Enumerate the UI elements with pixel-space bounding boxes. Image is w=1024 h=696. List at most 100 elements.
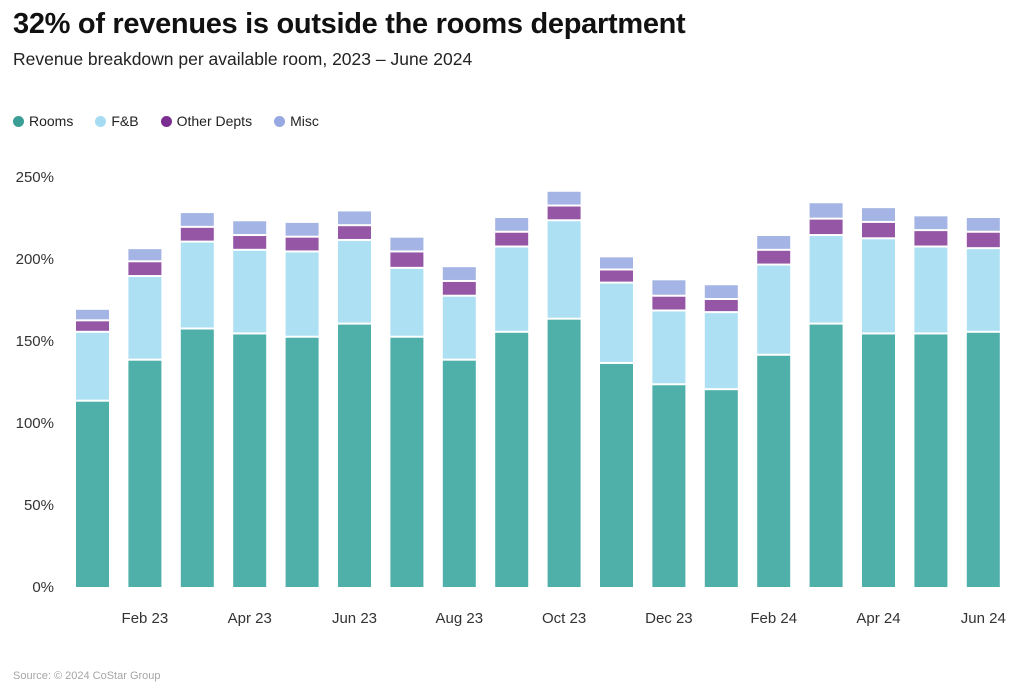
bar-segment-f-b: [966, 249, 1000, 331]
legend-item-other-depts: Other Depts: [160, 113, 252, 129]
bar-segment-other-depts: [285, 237, 319, 251]
bar-segment-misc: [547, 191, 581, 205]
bar-segment-misc: [76, 309, 109, 320]
bar-segment-other-depts: [862, 222, 895, 238]
bar-segment-rooms: [652, 385, 686, 587]
y-tick-label: 250%: [16, 169, 54, 186]
bar-segment-rooms: [495, 332, 529, 587]
bar-segment-misc: [233, 221, 267, 235]
bar-segment-other-depts: [233, 236, 267, 249]
bar-segment-f-b: [390, 268, 424, 336]
legend-item-rooms: Rooms: [13, 113, 73, 129]
bar-segment-rooms: [390, 337, 424, 587]
y-tick-label: 100%: [16, 415, 54, 432]
bars: [76, 191, 1000, 587]
bar-segment-other-depts: [390, 252, 424, 267]
bar-segment-rooms: [547, 319, 581, 587]
bar-segment-other-depts: [757, 250, 791, 264]
bar-segment-f-b: [233, 250, 267, 333]
bar-segment-other-depts: [704, 300, 738, 312]
y-tick-label: 200%: [16, 251, 54, 268]
bar-segment-f-b: [76, 332, 109, 400]
bar-segment-other-depts: [76, 321, 109, 331]
x-tick-label: Dec 23: [645, 610, 693, 627]
bar-segment-f-b: [600, 283, 633, 362]
bar-stack: [180, 213, 214, 587]
bar-segment-misc: [809, 203, 843, 218]
bar-stack: [442, 267, 476, 587]
bar-segment-f-b: [914, 247, 948, 333]
x-tick-label: Jun 24: [961, 610, 1006, 627]
x-tick-label: Apr 24: [856, 610, 900, 627]
bar-segment-misc: [757, 236, 791, 249]
bar-segment-misc: [285, 222, 319, 236]
bar-stack: [495, 218, 529, 587]
bar-segment-other-depts: [966, 232, 1000, 248]
bar-segment-f-b: [285, 252, 319, 336]
bar-segment-misc: [495, 218, 529, 231]
bar-segment-f-b: [180, 242, 214, 328]
bar-segment-rooms: [233, 334, 267, 587]
y-tick-label: 50%: [24, 497, 54, 514]
bar-segment-other-depts: [128, 262, 162, 276]
legend-dot-misc: [274, 115, 286, 127]
bar-segment-f-b: [757, 265, 791, 354]
x-axis: Feb 23 Apr 23 Jun 23 Aug 23 Oct 23 Dec 23 Feb …: [122, 610, 1006, 627]
legend-dot-other-depts: [160, 115, 172, 127]
bar-segment-f-b: [809, 236, 843, 323]
bar-segment-misc: [966, 218, 1000, 231]
bar-segment-other-depts: [180, 227, 214, 241]
bar-segment-misc: [704, 285, 738, 298]
legend-item-misc: Misc: [274, 113, 319, 129]
bar-segment-rooms: [338, 324, 371, 587]
bar-segment-f-b: [652, 311, 686, 384]
bar-segment-rooms: [180, 329, 214, 587]
bar-segment-misc: [862, 208, 895, 221]
bar-segment-f-b: [704, 313, 738, 389]
bar-segment-f-b: [442, 296, 476, 359]
bar-stack: [390, 237, 424, 587]
bar-segment-rooms: [757, 355, 791, 587]
bar-segment-misc: [180, 213, 214, 226]
bar-stack: [862, 208, 895, 587]
bar-stack: [285, 222, 319, 587]
bar-stack: [914, 216, 948, 587]
bar-segment-other-depts: [652, 296, 686, 310]
bar-stack: [809, 203, 843, 587]
bar-segment-rooms: [442, 360, 476, 587]
legend-label-rooms: Rooms: [29, 113, 74, 129]
bar-segment-f-b: [862, 239, 895, 333]
x-tick-label: Feb 23: [122, 610, 169, 627]
bar-segment-other-depts: [442, 281, 476, 295]
bar-segment-rooms: [600, 363, 633, 587]
bar-segment-misc: [652, 280, 686, 295]
bar-segment-misc: [442, 267, 476, 280]
bar-segment-other-depts: [547, 206, 581, 220]
y-axis: 0% 50% 100% 150% 200% 250%: [16, 169, 54, 596]
bar-segment-misc: [914, 216, 948, 230]
bar-stack: [652, 280, 686, 587]
bar-segment-f-b: [128, 277, 162, 359]
bar-segment-f-b: [495, 247, 529, 331]
legend-dot-rooms: [13, 115, 24, 127]
bar-stack: [128, 249, 162, 587]
bar-segment-rooms: [862, 334, 895, 587]
bar-segment-rooms: [128, 360, 162, 587]
legend-label-misc: Misc: [290, 113, 319, 129]
bar-segment-misc: [600, 257, 633, 269]
bar-segment-rooms: [914, 334, 948, 587]
x-tick-label: Oct 23: [542, 610, 586, 627]
bar-stack: [704, 285, 738, 587]
bar-segment-rooms: [285, 337, 319, 587]
bar-segment-misc: [128, 249, 162, 261]
chart-subtitle: Revenue breakdown per available room, 20…: [13, 49, 473, 69]
bar-stack: [600, 257, 633, 587]
chart-title: 32% of revenues is outside the rooms dep…: [13, 8, 686, 40]
bar-stack: [76, 309, 109, 587]
legend-label-fnb: F&B: [111, 113, 139, 129]
bar-segment-rooms: [704, 390, 738, 587]
y-tick-label: 0%: [32, 579, 54, 596]
bar-segment-other-depts: [338, 226, 371, 239]
bar-segment-misc: [390, 237, 424, 251]
